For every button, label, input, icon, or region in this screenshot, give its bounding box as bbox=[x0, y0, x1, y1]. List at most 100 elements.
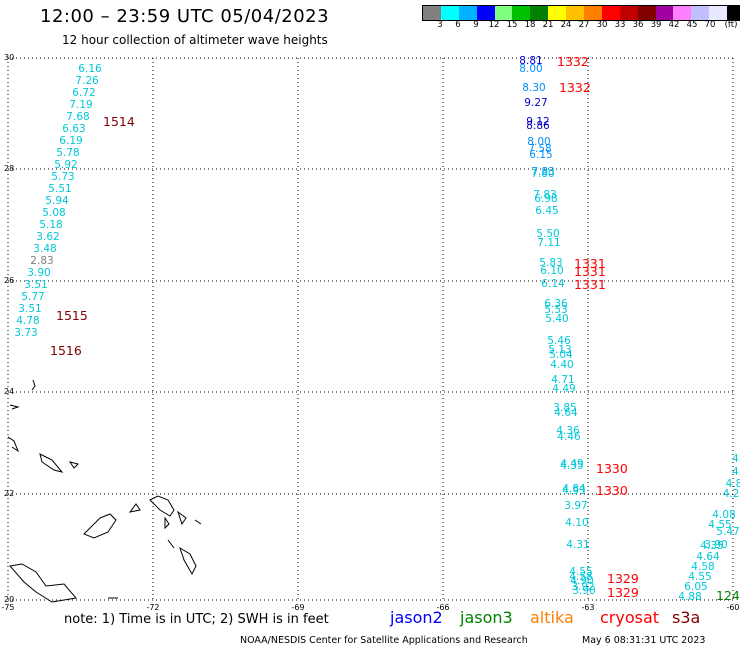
legend-swatch bbox=[530, 6, 549, 20]
coastline bbox=[68, 461, 79, 469]
latitude-label: 28 bbox=[4, 164, 14, 173]
legend-swatch bbox=[512, 6, 531, 20]
track-id: 1330 bbox=[596, 461, 628, 476]
wave-height: 5.47 bbox=[716, 526, 739, 538]
wave-height: 6.45 bbox=[535, 205, 558, 217]
track-id: 124 bbox=[716, 588, 740, 603]
wave-height: 9.12 bbox=[526, 116, 549, 128]
legend-label: 30 bbox=[596, 20, 608, 30]
wave-height: 3.48 bbox=[33, 243, 56, 255]
wave-height: 4.49 bbox=[560, 458, 583, 470]
wave-height: 6.16 bbox=[78, 63, 102, 75]
wave-height: 4.10 bbox=[565, 517, 588, 529]
color-legend-labels: 3 6 9 12 15 18 21 24 27 30 33 36 39 42 45 70 (ft) bbox=[422, 20, 737, 34]
wave-height: 5.40 bbox=[545, 313, 568, 325]
page-title: 12:00 – 23:59 UTC 05/04/2023 bbox=[40, 6, 330, 27]
wave-height: 4.35 bbox=[700, 540, 723, 552]
wave-height: 4.93 bbox=[562, 485, 585, 497]
wave-height: 5.77 bbox=[21, 291, 44, 303]
coastline bbox=[39, 453, 64, 473]
wave-height: 4.8 bbox=[726, 478, 740, 490]
wave-height: 5.83 bbox=[539, 257, 562, 269]
wave-height: 4.58 bbox=[691, 561, 714, 573]
coastline bbox=[31, 379, 36, 391]
wave-height: 5.13 bbox=[548, 344, 571, 356]
legend-label: (ft) bbox=[724, 20, 738, 30]
legend-label: 27 bbox=[578, 20, 590, 30]
wave-height: 3.90 bbox=[704, 539, 727, 551]
wave-height: 3.90 bbox=[572, 585, 595, 597]
wave-height: 4.36 bbox=[556, 425, 580, 437]
track-id: 1516 bbox=[50, 343, 82, 358]
legend-label: 15 bbox=[506, 20, 518, 30]
wave-height: 5.73 bbox=[51, 171, 74, 183]
legend-swatch bbox=[440, 6, 459, 20]
latitude-labels: 30 28 26 24 22 20 bbox=[4, 53, 14, 604]
wave-height: 5.94 bbox=[45, 195, 69, 207]
legend-swatch bbox=[637, 6, 656, 20]
wave-height: 5.51 bbox=[48, 183, 71, 195]
legend-swatch bbox=[727, 6, 740, 20]
credit-agency: NOAA/NESDIS Center for Satellite Applica… bbox=[240, 635, 528, 646]
legend-swatch bbox=[458, 6, 477, 20]
legend-label: 9 bbox=[473, 20, 479, 30]
wave-height: 3.51 bbox=[24, 279, 47, 291]
track-id: 1331 bbox=[574, 277, 606, 292]
wave-height: 4.55 bbox=[688, 571, 711, 583]
wave-height: 7.26 bbox=[75, 75, 99, 87]
track-id: 1331 bbox=[574, 264, 606, 279]
color-legend bbox=[422, 5, 740, 21]
track-id: 1332 bbox=[559, 80, 591, 95]
satellite-jason3: jason3 bbox=[460, 608, 513, 627]
longitude-label: -63 bbox=[581, 603, 594, 612]
track-id: 1514 bbox=[103, 114, 135, 129]
wave-height: 4.58 bbox=[569, 571, 592, 583]
wave-height: 5.46 bbox=[547, 335, 571, 347]
wave-height: 4.49 bbox=[552, 383, 575, 395]
coastline bbox=[179, 546, 197, 576]
coastline bbox=[149, 495, 175, 517]
wave-height: 8.00 bbox=[527, 136, 550, 148]
legend-label: 21 bbox=[542, 20, 554, 30]
units-note: note: 1) Time is in UTC; 2) SWH is in fe… bbox=[64, 612, 329, 627]
coastline bbox=[167, 539, 175, 549]
wave-height: 4. bbox=[732, 466, 740, 478]
wave-height: 5.50 bbox=[536, 228, 559, 240]
legend-swatch bbox=[476, 6, 495, 20]
legend-swatch bbox=[673, 6, 692, 20]
legend-swatch bbox=[494, 6, 513, 20]
wave-height: 4.08 bbox=[712, 509, 735, 521]
legend-label: 6 bbox=[455, 20, 461, 30]
latitude-label: 22 bbox=[4, 489, 14, 498]
longitude-label: -69 bbox=[291, 603, 304, 612]
wave-height: 4.35 bbox=[560, 460, 583, 472]
wave-height: 5.53 bbox=[544, 304, 567, 316]
wave-height: 6.14 bbox=[541, 278, 565, 290]
wave-height: 6.15 bbox=[529, 149, 552, 161]
wave-height: 4.71 bbox=[551, 374, 574, 386]
legend-swatch bbox=[566, 6, 585, 20]
track-id: 1330 bbox=[596, 483, 628, 498]
wave-height: 8.81 bbox=[519, 55, 542, 67]
wave-height: 7.83 bbox=[533, 189, 556, 201]
wave-height: 4.90 bbox=[570, 575, 593, 587]
wave-height: 3.97 bbox=[564, 500, 587, 512]
wave-height: 6.36 bbox=[544, 298, 568, 310]
coastline bbox=[177, 510, 187, 526]
legend-swatch bbox=[548, 6, 567, 20]
wave-height: 4.78 bbox=[16, 315, 39, 327]
wave-height: 4. bbox=[732, 453, 740, 465]
wave-height: 4.55 bbox=[708, 519, 731, 531]
legend-swatch bbox=[601, 6, 620, 20]
track-id-labels: 1514151515161332133213311331133113301330… bbox=[50, 54, 740, 603]
legend-label: 18 bbox=[524, 20, 536, 30]
wave-height-labels: 6.167.266.727.197.686.636.195.785.925.73… bbox=[14, 55, 740, 603]
wave-height: 7.19 bbox=[69, 99, 92, 111]
longitude-label: -60 bbox=[726, 603, 739, 612]
track-id: 1332 bbox=[557, 54, 589, 69]
wave-height: 8.30 bbox=[522, 82, 545, 94]
legend-label: 70 bbox=[704, 20, 716, 30]
wave-height: 7.68 bbox=[66, 111, 89, 123]
wave-height: 7.80 bbox=[531, 168, 554, 180]
